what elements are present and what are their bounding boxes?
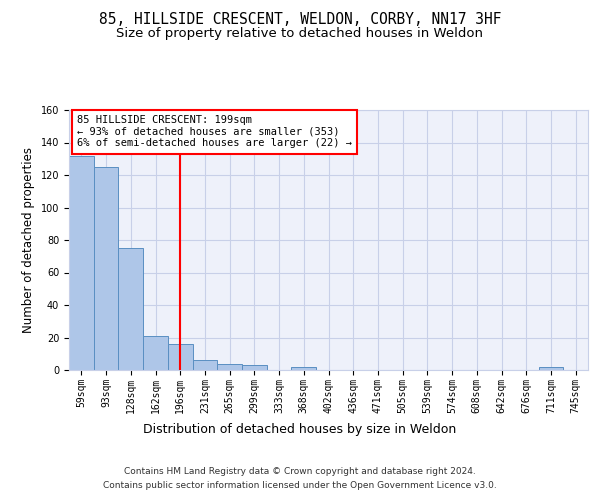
- Bar: [69, 156, 94, 370]
- Text: Distribution of detached houses by size in Weldon: Distribution of detached houses by size …: [143, 422, 457, 436]
- Text: 85, HILLSIDE CRESCENT, WELDON, CORBY, NN17 3HF: 85, HILLSIDE CRESCENT, WELDON, CORBY, NN…: [99, 12, 501, 28]
- Text: Size of property relative to detached houses in Weldon: Size of property relative to detached ho…: [116, 28, 484, 40]
- Bar: [539, 367, 563, 370]
- Bar: [217, 364, 242, 370]
- Bar: [94, 167, 118, 370]
- Bar: [118, 248, 143, 370]
- Y-axis label: Number of detached properties: Number of detached properties: [22, 147, 35, 333]
- Text: Contains HM Land Registry data © Crown copyright and database right 2024.
Contai: Contains HM Land Registry data © Crown c…: [103, 468, 497, 489]
- Text: 85 HILLSIDE CRESCENT: 199sqm
← 93% of detached houses are smaller (353)
6% of se: 85 HILLSIDE CRESCENT: 199sqm ← 93% of de…: [77, 115, 352, 148]
- Bar: [143, 336, 168, 370]
- Bar: [242, 365, 267, 370]
- Bar: [168, 344, 193, 370]
- Bar: [292, 367, 316, 370]
- Bar: [193, 360, 217, 370]
